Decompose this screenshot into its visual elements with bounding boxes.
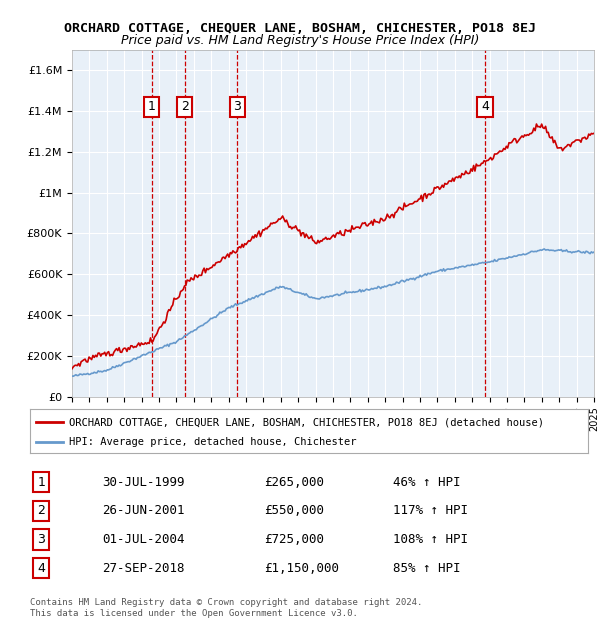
Text: £725,000: £725,000 xyxy=(265,533,325,546)
Text: HPI: Average price, detached house, Chichester: HPI: Average price, detached house, Chic… xyxy=(69,436,356,447)
Text: 1: 1 xyxy=(148,100,155,113)
Text: £1,150,000: £1,150,000 xyxy=(265,562,340,575)
Text: 2: 2 xyxy=(37,505,45,517)
Text: 1: 1 xyxy=(37,476,45,489)
Text: Contains HM Land Registry data © Crown copyright and database right 2024.
This d: Contains HM Land Registry data © Crown c… xyxy=(30,598,422,618)
Text: 117% ↑ HPI: 117% ↑ HPI xyxy=(392,505,468,517)
Text: 3: 3 xyxy=(233,100,241,113)
Text: 85% ↑ HPI: 85% ↑ HPI xyxy=(392,562,460,575)
Text: 46% ↑ HPI: 46% ↑ HPI xyxy=(392,476,460,489)
Text: Price paid vs. HM Land Registry's House Price Index (HPI): Price paid vs. HM Land Registry's House … xyxy=(121,34,479,47)
Text: 4: 4 xyxy=(37,562,45,575)
Text: £265,000: £265,000 xyxy=(265,476,325,489)
Text: 108% ↑ HPI: 108% ↑ HPI xyxy=(392,533,468,546)
Text: 27-SEP-2018: 27-SEP-2018 xyxy=(103,562,185,575)
Text: 30-JUL-1999: 30-JUL-1999 xyxy=(103,476,185,489)
Text: 26-JUN-2001: 26-JUN-2001 xyxy=(103,505,185,517)
Text: 3: 3 xyxy=(37,533,45,546)
Text: ORCHARD COTTAGE, CHEQUER LANE, BOSHAM, CHICHESTER, PO18 8EJ (detached house): ORCHARD COTTAGE, CHEQUER LANE, BOSHAM, C… xyxy=(69,417,544,427)
Text: 2: 2 xyxy=(181,100,188,113)
Text: ORCHARD COTTAGE, CHEQUER LANE, BOSHAM, CHICHESTER, PO18 8EJ: ORCHARD COTTAGE, CHEQUER LANE, BOSHAM, C… xyxy=(64,22,536,35)
Text: £550,000: £550,000 xyxy=(265,505,325,517)
Text: 4: 4 xyxy=(481,100,489,113)
Text: 01-JUL-2004: 01-JUL-2004 xyxy=(103,533,185,546)
